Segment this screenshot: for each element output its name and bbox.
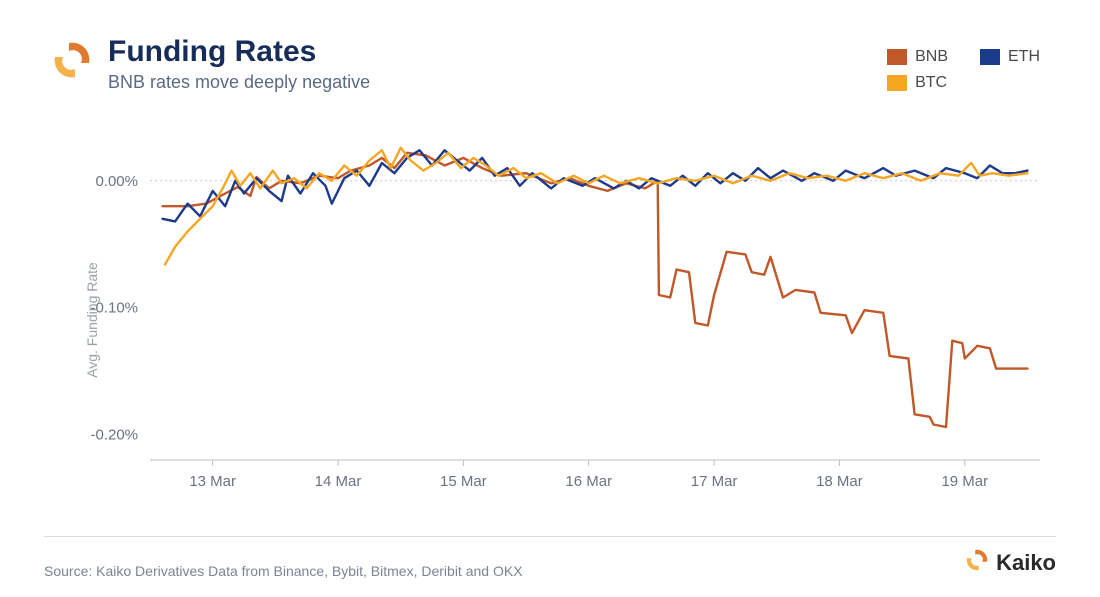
legend-swatch bbox=[887, 75, 907, 91]
source-text: Source: Kaiko Derivatives Data from Bina… bbox=[44, 563, 523, 579]
legend-item-eth: ETH bbox=[980, 48, 1040, 66]
svg-text:-0.20%: -0.20% bbox=[90, 427, 138, 444]
svg-text:0.00%: 0.00% bbox=[95, 173, 138, 190]
legend-swatch bbox=[887, 49, 907, 65]
kaiko-logo-icon bbox=[964, 547, 990, 579]
svg-text:14 Mar: 14 Mar bbox=[315, 473, 362, 490]
y-axis-label: Avg. Funding Rate bbox=[84, 262, 100, 378]
legend-item-btc: BTC bbox=[887, 74, 948, 92]
legend-label: ETH bbox=[1008, 48, 1040, 66]
brand-text: Kaiko bbox=[996, 550, 1056, 576]
footer: Source: Kaiko Derivatives Data from Bina… bbox=[44, 536, 1056, 579]
svg-text:13 Mar: 13 Mar bbox=[189, 473, 236, 490]
plot-area: Avg. Funding Rate 0.00%-0.10%-0.20%13 Ma… bbox=[40, 120, 1060, 520]
chart-svg: 0.00%-0.10%-0.20%13 Mar14 Mar15 Mar16 Ma… bbox=[40, 120, 1060, 520]
svg-text:19 Mar: 19 Mar bbox=[941, 473, 988, 490]
legend-label: BTC bbox=[915, 74, 947, 92]
chart-container: Funding Rates BNB rates move deeply nega… bbox=[0, 0, 1100, 597]
svg-text:17 Mar: 17 Mar bbox=[691, 473, 738, 490]
kaiko-logo-icon bbox=[50, 38, 94, 87]
legend-label: BNB bbox=[915, 48, 948, 66]
legend-swatch bbox=[980, 49, 1000, 65]
svg-text:16 Mar: 16 Mar bbox=[565, 473, 612, 490]
svg-text:15 Mar: 15 Mar bbox=[440, 473, 487, 490]
legend: BNB ETH BTC bbox=[887, 48, 1040, 92]
svg-text:18 Mar: 18 Mar bbox=[816, 473, 863, 490]
legend-item-bnb: BNB bbox=[887, 48, 948, 66]
brand-mark: Kaiko bbox=[964, 547, 1056, 579]
